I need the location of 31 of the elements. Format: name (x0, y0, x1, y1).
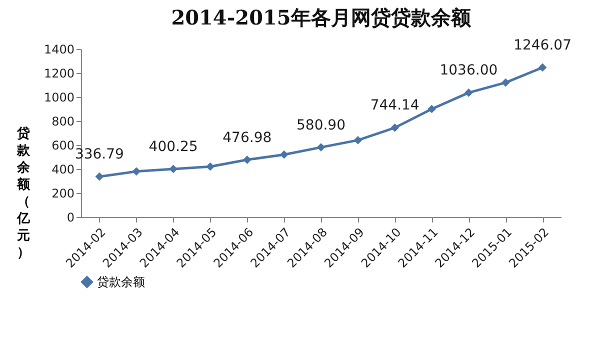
y-tick-label: 600 (52, 138, 74, 152)
y-tick-label: 1000 (44, 90, 74, 104)
y-axis-title: 贷款余额（亿元） (16, 126, 31, 260)
point (501, 78, 510, 87)
data-label: 476.98 (222, 130, 272, 146)
point (132, 167, 141, 176)
point (280, 150, 288, 159)
data-label: 1036.00 (440, 62, 498, 79)
y-tick-label: 0 (66, 210, 74, 224)
y-tick-label: 400 (52, 162, 74, 176)
chart-title: 2014-2015年各月网贷贷款余额 (171, 5, 472, 30)
point (169, 164, 178, 174)
y-tick-label: 800 (52, 114, 74, 128)
legend-label: 贷款余额 (97, 275, 145, 289)
y-tick-label: 200 (52, 186, 74, 200)
point (464, 88, 473, 97)
point (316, 143, 326, 152)
y-tick-label: 1200 (44, 66, 74, 80)
point (390, 124, 400, 132)
data-label: 744.14 (370, 98, 420, 114)
data-label: 580.90 (296, 117, 346, 134)
point (538, 63, 547, 72)
point (242, 156, 252, 164)
point (206, 162, 214, 171)
data-label: 400.25 (148, 138, 198, 155)
point (428, 104, 436, 114)
point (95, 172, 104, 181)
y-tick-label: 1400 (44, 42, 74, 56)
point (354, 136, 362, 144)
data-label: 1246.07 (514, 37, 572, 54)
data-label: 336.79 (74, 146, 124, 163)
